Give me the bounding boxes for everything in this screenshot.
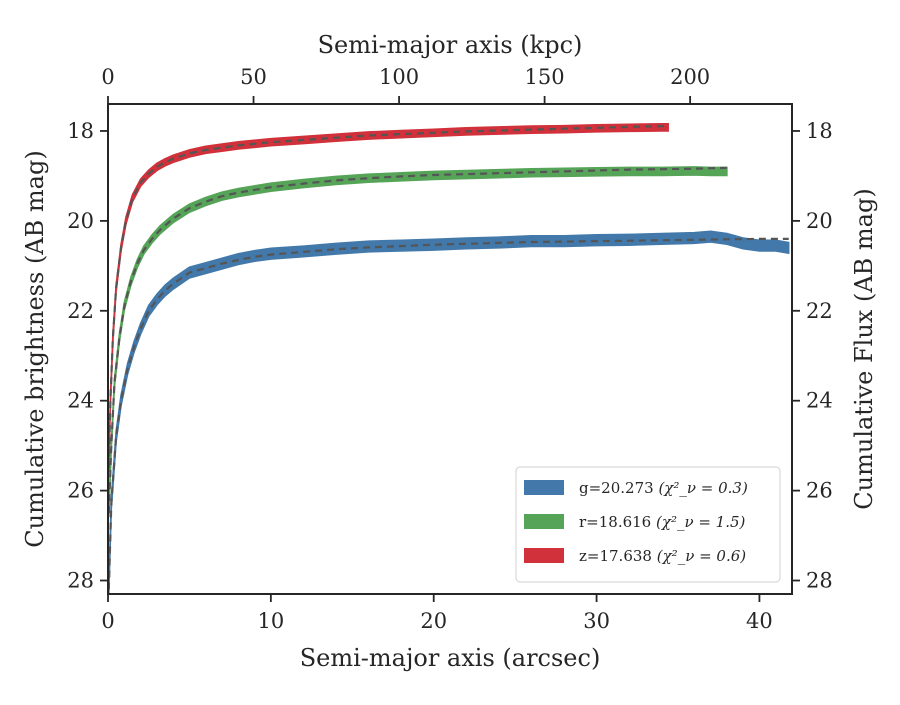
legend-swatch — [524, 514, 564, 529]
model-lines — [108, 124, 789, 590]
legend-label: g=20.273 (χ²_ν = 0.3) — [579, 479, 748, 497]
y-tick-label: 26 — [67, 479, 94, 503]
legend-frame — [515, 466, 781, 583]
y-tick-label: 28 — [67, 569, 94, 593]
legend: g=20.273 (χ²_ν = 0.3) r=18.616 (χ²_ν = 1.… — [515, 466, 781, 583]
x-tick-label: 20 — [420, 609, 447, 633]
x2-tick-label: 100 — [379, 65, 419, 89]
y2-tick-label: 28 — [806, 569, 833, 593]
x2-axis-title: Semi-major axis (kpc) — [318, 31, 583, 59]
y-tick-label: 24 — [67, 389, 94, 413]
x-tick-label: 10 — [257, 609, 284, 633]
y2-tick-label: 18 — [806, 119, 833, 143]
legend-label: z=17.638 (χ²_ν = 0.6) — [579, 547, 746, 565]
y2-axis-title: Cumulative Flux (AB mag) — [850, 188, 878, 509]
x2-tick-label: 50 — [240, 65, 267, 89]
y-tick-label: 22 — [67, 299, 94, 323]
x-axis-title: Semi-major axis (arcsec) — [300, 644, 601, 672]
y-axis-title: Cumulative brightness (AB mag) — [21, 150, 49, 547]
y-tick-label: 18 — [67, 119, 94, 143]
legend-chi2: (χ²_ν = 0.3) — [658, 479, 748, 497]
model-line-0 — [108, 237, 789, 590]
x-tick-label: 0 — [101, 609, 114, 633]
axis-ticks: 0 10 20 30 40 0 50 100 150 200 18 18 20 20 22 22 24 24 26 2… — [67, 65, 832, 633]
x2-tick-label: 0 — [101, 65, 114, 89]
x2-tick-label: 200 — [670, 65, 710, 89]
y2-tick-label: 24 — [806, 389, 833, 413]
series-band-2 — [108, 123, 669, 472]
legend-swatch — [524, 548, 564, 563]
legend-swatch — [524, 480, 564, 495]
legend-label: r=18.616 (χ²_ν = 1.5) — [579, 513, 746, 531]
x-tick-label: 40 — [746, 609, 773, 633]
y2-tick-label: 22 — [806, 299, 833, 323]
x2-tick-label: 150 — [525, 65, 565, 89]
model-line-1 — [108, 166, 727, 514]
legend-chi2: (χ²_ν = 0.6) — [657, 547, 747, 565]
series-band-0 — [108, 230, 790, 594]
legend-chi2: (χ²_ν = 1.5) — [656, 513, 746, 531]
y-tick-label: 20 — [67, 209, 94, 233]
data-bands — [108, 123, 790, 594]
y2-tick-label: 26 — [806, 479, 833, 503]
x-tick-label: 30 — [583, 609, 610, 633]
plot-frame — [107, 103, 793, 595]
series-band-1 — [108, 166, 728, 518]
y2-tick-label: 20 — [806, 209, 833, 233]
